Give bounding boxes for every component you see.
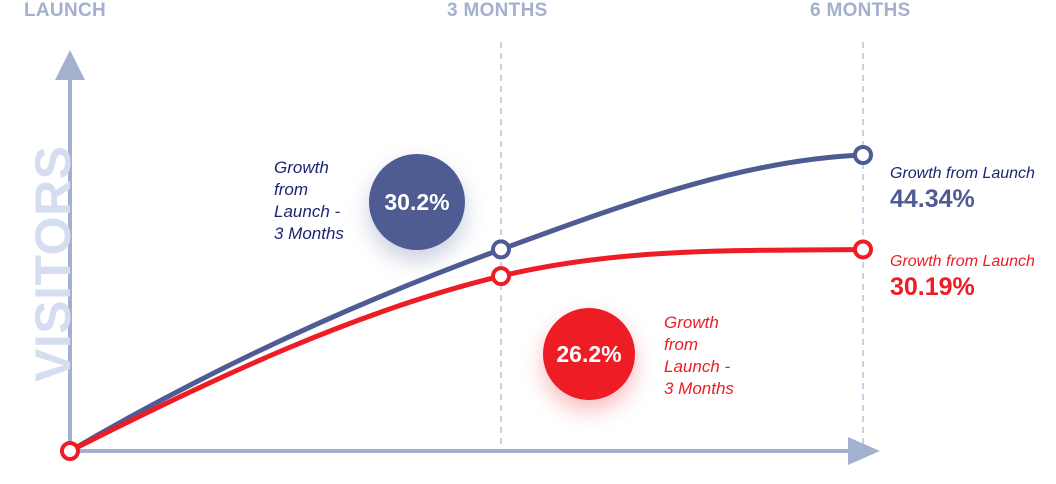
- red-end-label: Growth from Launch 30.19%: [890, 252, 1035, 302]
- y-axis-arrow-icon: [55, 50, 85, 80]
- blue-bubble-caption: Growth from Launch - 3 Months: [274, 158, 344, 243]
- x-axis-arrow-icon: [848, 437, 880, 465]
- blue-end-caption: Growth from Launch: [890, 165, 1035, 182]
- blue-series-line: [67, 152, 866, 454]
- x-tick-3-months: 3 MONTHS: [447, 0, 548, 21]
- red-growth-bubble: 26.2%: [543, 308, 635, 400]
- y-axis-label: VISITORS: [25, 145, 81, 382]
- red-point-1: [491, 266, 511, 287]
- blue-point-2: [853, 145, 873, 165]
- blue-end-value: 44.34%: [890, 185, 975, 213]
- blue-end-label: Growth from Launch 44.34%: [890, 164, 1035, 214]
- red-bubble-caption: Growth from Launch - 3 Months: [664, 313, 734, 398]
- blue-point-1: [491, 239, 511, 260]
- x-tick-launch: LAUNCH: [24, 0, 107, 21]
- red-point-0: [60, 441, 80, 461]
- red-point-2: [853, 239, 873, 260]
- red-end-caption: Growth from Launch: [890, 253, 1035, 270]
- x-tick-6-months: 6 MONTHS: [810, 0, 911, 21]
- blue-growth-bubble: 30.2%: [369, 154, 465, 250]
- red-end-value: 30.19%: [890, 273, 975, 301]
